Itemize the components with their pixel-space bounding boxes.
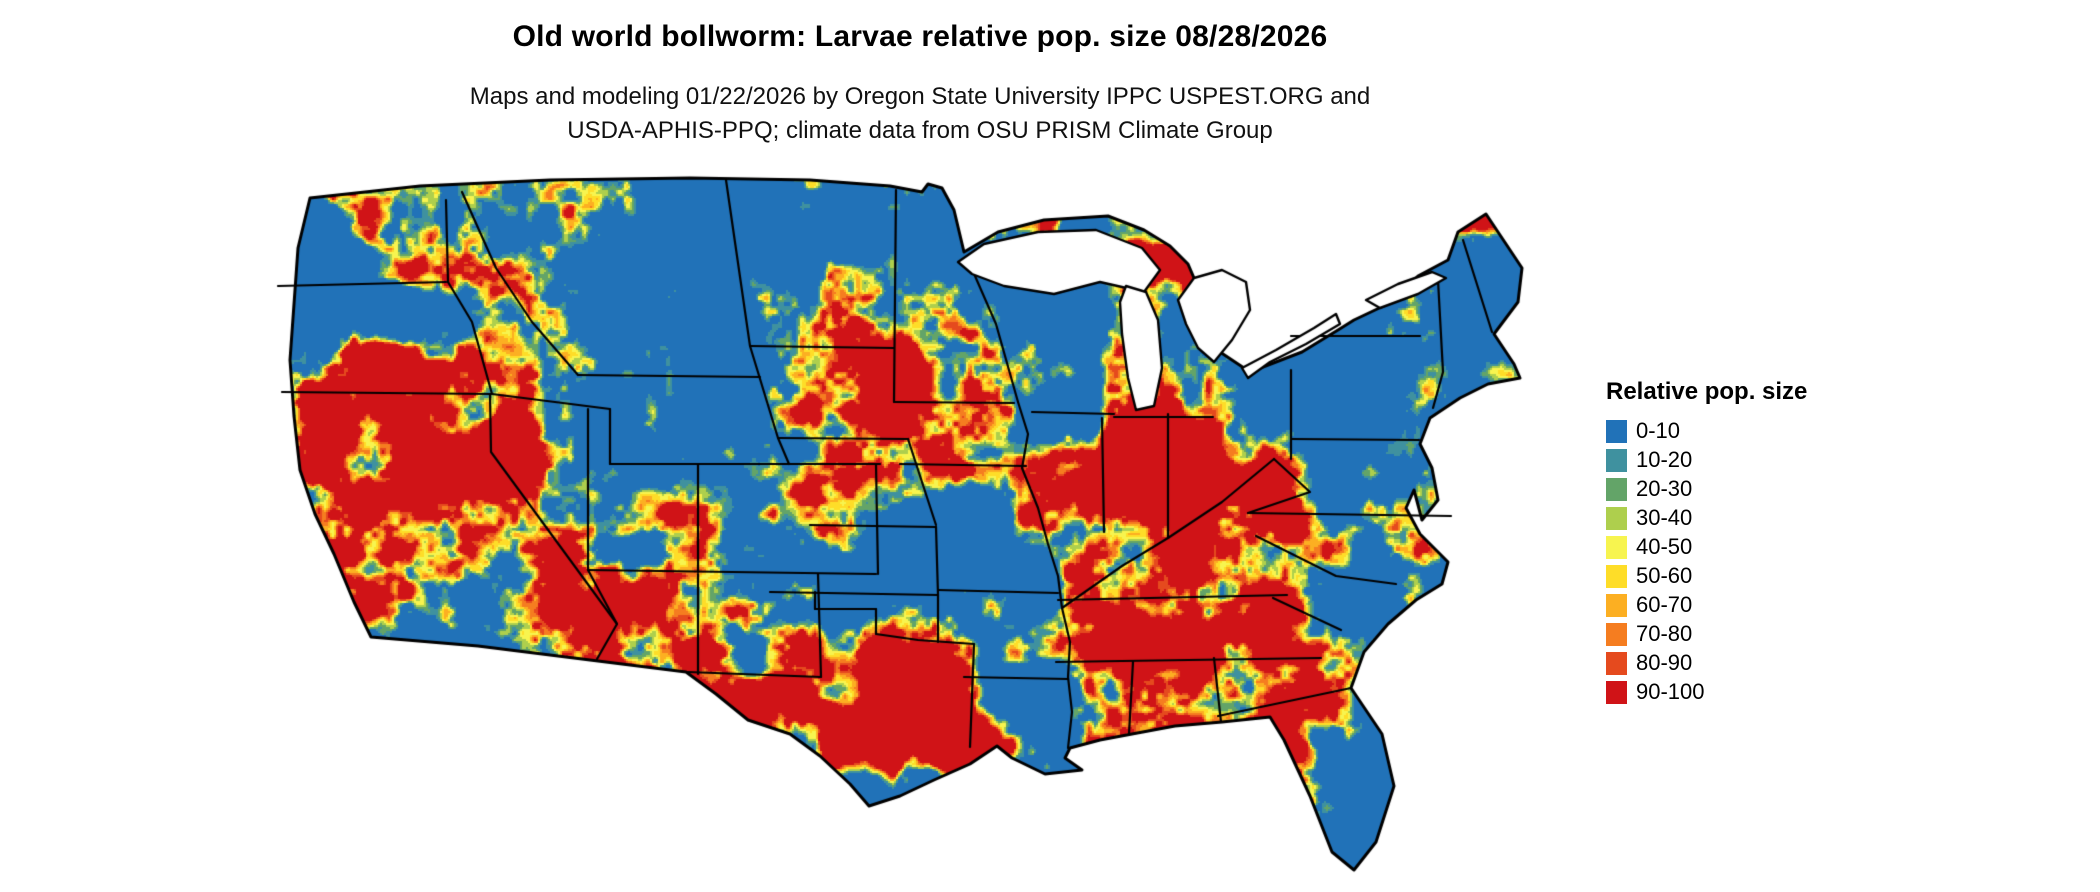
legend-item: 70-80 — [1606, 621, 1807, 647]
legend-swatch — [1606, 651, 1627, 675]
legend-item-label: 60-70 — [1636, 592, 1693, 617]
legend-item-label: 90-100 — [1636, 679, 1705, 704]
legend-item: 10-20 — [1606, 447, 1807, 473]
subtitle-line-2: USDA-APHIS-PPQ; climate data from OSU PR… — [567, 117, 1273, 144]
subtitle-line-1: Maps and modeling 01/22/2026 by Oregon S… — [469, 83, 1371, 110]
legend-item: 80-90 — [1606, 650, 1807, 676]
legend-swatch — [1606, 506, 1627, 530]
page-title: Old world bollworm: Larvae relative pop.… — [512, 20, 1328, 53]
legend-item-label: 70-80 — [1636, 621, 1693, 646]
legend-item-label: 80-90 — [1636, 650, 1693, 675]
us-map — [270, 172, 1570, 887]
legend-items: 0-10 10-20 20-30 30-40 40-50 50-60 60-70 70-80 8… — [1606, 418, 1807, 705]
legend-swatch — [1606, 593, 1627, 617]
legend-item-label: 40-50 — [1636, 534, 1693, 559]
legend-swatch — [1606, 535, 1627, 559]
legend-item: 40-50 — [1606, 534, 1807, 560]
legend-item-label: 20-30 — [1636, 476, 1693, 501]
legend-swatch — [1606, 419, 1627, 443]
legend-item: 50-60 — [1606, 563, 1807, 589]
legend-item: 20-30 — [1606, 476, 1807, 502]
map-subtitle: Maps and modeling 01/22/2026 by Oregon S… — [170, 80, 1670, 148]
legend-swatch — [1606, 680, 1627, 704]
legend-item-label: 50-60 — [1636, 563, 1693, 588]
legend-swatch — [1606, 564, 1627, 588]
legend-swatch — [1606, 448, 1627, 472]
legend-item-label: 10-20 — [1636, 447, 1693, 472]
legend-item: 60-70 — [1606, 592, 1807, 618]
legend-title: Relative pop. size — [1606, 378, 1808, 405]
legend-item: 30-40 — [1606, 505, 1807, 531]
map-legend: Relative pop. size 0-10 10-20 20-30 30-40 40… — [1606, 378, 1807, 708]
legend-item-label: 30-40 — [1636, 505, 1693, 530]
legend-item-label: 0-10 — [1636, 418, 1681, 443]
legend-swatch — [1606, 622, 1627, 646]
legend-swatch — [1606, 477, 1627, 501]
legend-item: 0-10 — [1606, 418, 1807, 444]
legend-item: 90-100 — [1606, 679, 1807, 705]
